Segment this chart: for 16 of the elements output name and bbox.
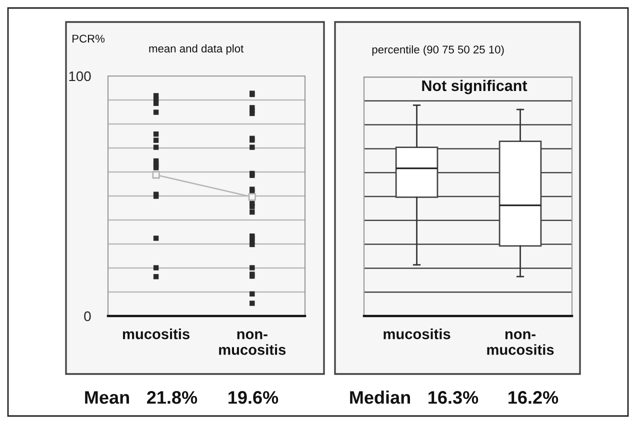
text: 19.6%: [228, 391, 278, 404]
y-tick-label: 0: [84, 311, 91, 322]
annotation: Not significant: [422, 80, 528, 94]
y-tick-label: 100: [69, 71, 91, 82]
x-tick-label: non- mucositis: [487, 331, 554, 355]
text: 16.2%: [508, 391, 558, 404]
text: 16.3%: [428, 391, 478, 404]
chart-title: percentile (90 75 50 25 10): [372, 45, 504, 56]
x-tick-label: non- mucositis: [219, 331, 286, 355]
chart-title: mean and data plot: [149, 44, 244, 55]
y-axis-title: PCR%: [72, 34, 105, 43]
x-tick-label: mucositis: [122, 328, 190, 340]
text: Mean: [85, 391, 129, 404]
x-tick-label: mucositis: [384, 328, 450, 340]
text: Median: [350, 390, 410, 404]
text: 21.8%: [147, 391, 198, 404]
